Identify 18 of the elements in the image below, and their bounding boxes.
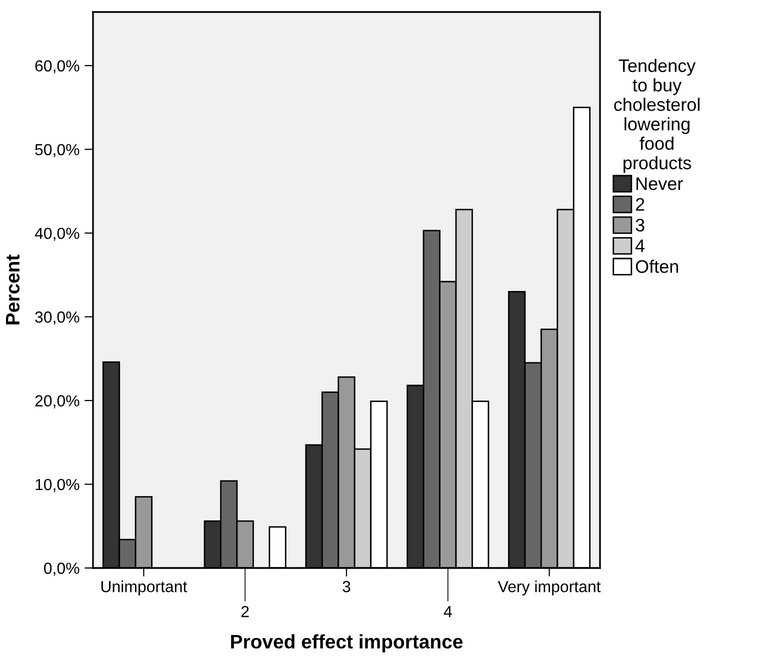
legend-label: 4 — [635, 240, 645, 252]
y-axis-title: Percent — [6, 254, 20, 324]
legend-label: 2 — [636, 198, 644, 211]
y-tick-label: 10,0% — [36, 478, 80, 492]
x-axis-title: Proved effect importance — [231, 634, 463, 652]
x-tick-label: Very important — [498, 580, 601, 596]
y-tick-label: 30,0% — [35, 311, 80, 325]
legend-label: Never — [636, 177, 683, 190]
y-tick-label: 0,0% — [44, 562, 80, 576]
x-tick-label: Unimportant — [101, 580, 188, 596]
y-tick-label: 60,0% — [35, 60, 80, 74]
y-tick-label: 50,0% — [35, 144, 80, 158]
legend-label: Often — [636, 260, 678, 273]
y-tick-label: 20,0% — [35, 395, 80, 408]
legend-label: 3 — [636, 218, 644, 232]
x-tick-label: 3 — [342, 580, 350, 592]
y-tick-label: 40,0% — [34, 228, 80, 241]
legend-title: Tendency to buy cholesterol lowering food products — [614, 58, 700, 173]
